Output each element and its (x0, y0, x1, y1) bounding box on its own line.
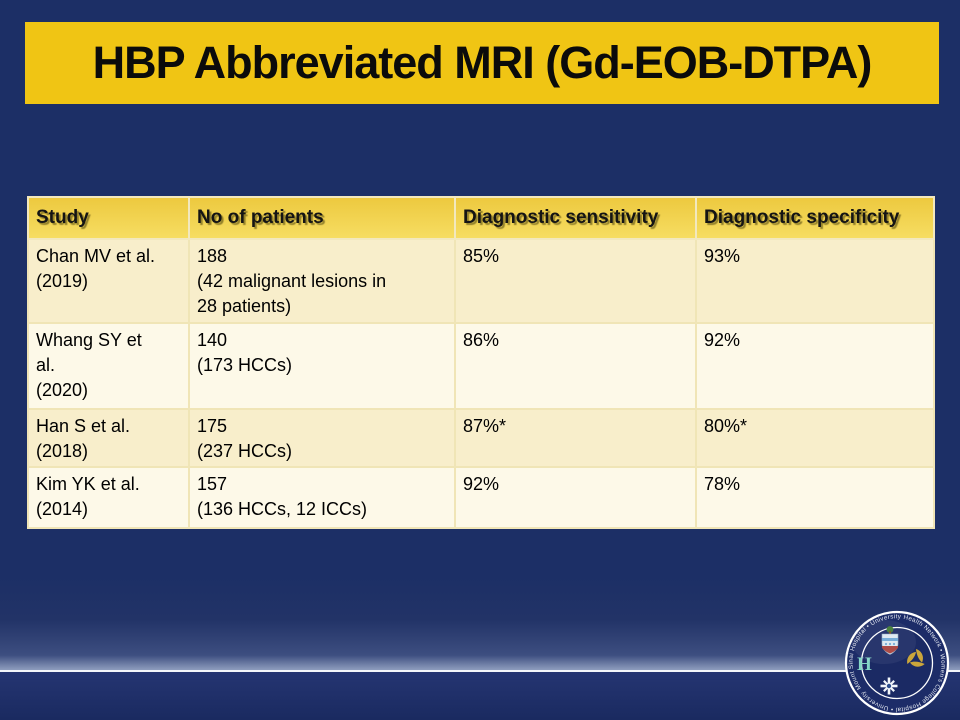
table-cell: Kim YK et al. (2014) (27, 466, 190, 529)
table-cell: Chan MV et al. (2019) (27, 238, 190, 324)
table-cell: Whang SY et al. (2020) (27, 322, 190, 410)
table-cell: 93% (695, 238, 935, 324)
seal-highlight (852, 620, 916, 664)
table-row: Chan MV et al. (2019) 188 (42 malignant l… (27, 238, 935, 324)
title-banner: HBP Abbreviated MRI (Gd-EOB-DTPA) (25, 22, 939, 104)
hospital-network-seal: Mount Sinai Hospital • University Health… (844, 610, 950, 716)
table-cell: 188 (42 malignant lesions in 28 patients… (188, 238, 456, 324)
table-row: Han S et al. (2018) 175 (237 HCCs) 87%* 80%… (27, 408, 935, 468)
table-cell: 157 (136 HCCs, 12 ICCs) (188, 466, 456, 529)
table-cell: 92% (695, 322, 935, 410)
table-cell: 175 (237 HCCs) (188, 408, 456, 468)
h-monogram-icon: H (857, 654, 872, 675)
table-cell: Han S et al. (2018) (27, 408, 190, 468)
svg-text:H: H (857, 654, 872, 675)
table-row: Whang SY et al. (2020) 140 (173 HCCs) 86% 9… (27, 322, 935, 410)
table-cell: 140 (173 HCCs) (188, 322, 456, 410)
slide-title: HBP Abbreviated MRI (Gd-EOB-DTPA) (92, 37, 873, 88)
seal-inner-ring (860, 626, 934, 700)
table-cell: 86% (454, 322, 697, 410)
table-cell: 92% (454, 466, 697, 529)
gold-swirl-icon (907, 649, 925, 667)
table-header-row: Study No of patients Diagnostic sensitivit… (27, 196, 935, 240)
column-header: No of patients (188, 196, 456, 240)
table-cell: 87%* (454, 408, 697, 468)
column-header: Study (27, 196, 190, 240)
column-header: Diagnostic specificity (695, 196, 935, 240)
column-header: Diagnostic sensitivity (454, 196, 697, 240)
table-cell: 80%* (695, 408, 935, 468)
table-cell: 85% (454, 238, 697, 324)
footer-divider (0, 670, 960, 672)
university-crest-icon (881, 626, 899, 655)
footer-bar: Medical Imaging • University Health Netw… (0, 672, 960, 720)
table-row: Kim YK et al. (2014) 157 (136 HCCs, 12 IC… (27, 466, 935, 529)
table-cell: 78% (695, 466, 935, 529)
studies-table: Study No of patients Diagnostic sensitivit… (27, 196, 935, 529)
snowflake-star-icon (880, 677, 898, 695)
